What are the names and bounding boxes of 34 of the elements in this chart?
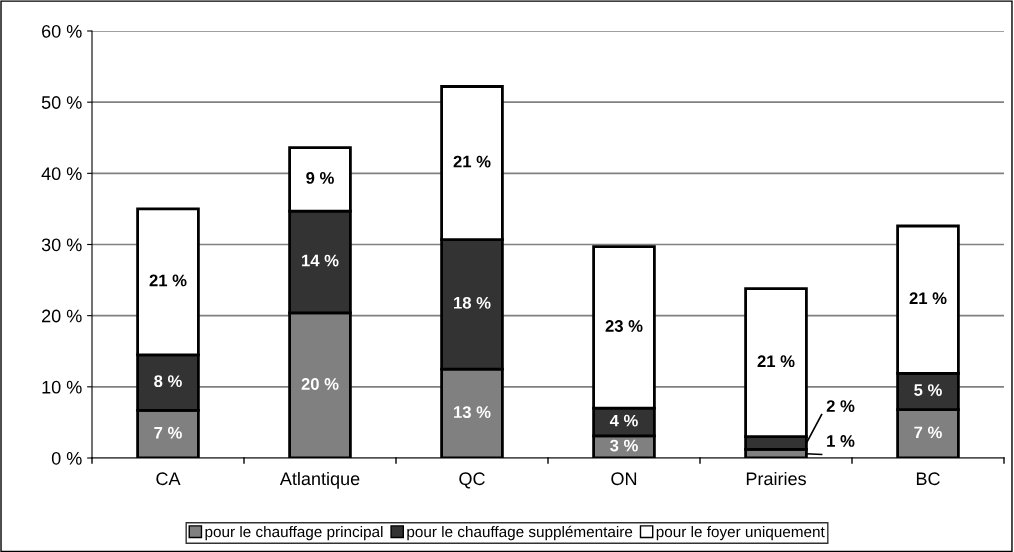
data-label: 7 % bbox=[154, 426, 182, 439]
y-tick-label: 40 % bbox=[41, 167, 82, 181]
data-label: 5 % bbox=[914, 384, 942, 396]
data-label: 8 % bbox=[154, 375, 182, 388]
data-label: 3 % bbox=[610, 439, 638, 452]
data-label: 20 % bbox=[301, 378, 339, 390]
x-tick-label: Prairies bbox=[746, 471, 806, 486]
x-tick-label: QC bbox=[459, 472, 485, 489]
x-tick-label: ON bbox=[611, 472, 637, 486]
data-label: 13 % bbox=[454, 406, 491, 419]
data-label: 21 % bbox=[453, 155, 491, 168]
x-tick-label: BC bbox=[916, 472, 940, 486]
data-label: 2 % bbox=[826, 400, 855, 412]
legend-label: pour le chauffage supplémentaire bbox=[407, 525, 633, 541]
data-label: 21 % bbox=[149, 274, 187, 287]
data-label: 23 % bbox=[605, 320, 643, 332]
legend-label: pour le chauffage principal bbox=[205, 525, 383, 541]
data-label: 14 % bbox=[302, 254, 339, 267]
y-tick-label: 10 % bbox=[42, 380, 82, 394]
data-label: 18 % bbox=[454, 296, 491, 309]
y-tick-label: 20 % bbox=[42, 309, 82, 323]
y-tick-label: 60 % bbox=[42, 24, 82, 38]
legend-label: pour le foyer uniquement bbox=[656, 525, 825, 541]
data-label: 21 % bbox=[909, 292, 947, 305]
y-tick-label: 50 % bbox=[41, 96, 82, 109]
x-tick-label: CA bbox=[156, 472, 181, 486]
data-label: 9 % bbox=[306, 172, 334, 184]
data-label: 4 % bbox=[609, 414, 638, 427]
x-tick-label: Atlantique bbox=[279, 471, 360, 489]
data-label: 21 % bbox=[757, 355, 795, 368]
y-tick-label: 0 % bbox=[51, 451, 82, 465]
data-label: 1 % bbox=[827, 435, 855, 447]
y-tick-label: 30 % bbox=[41, 238, 82, 252]
data-label: 7 % bbox=[914, 426, 942, 439]
